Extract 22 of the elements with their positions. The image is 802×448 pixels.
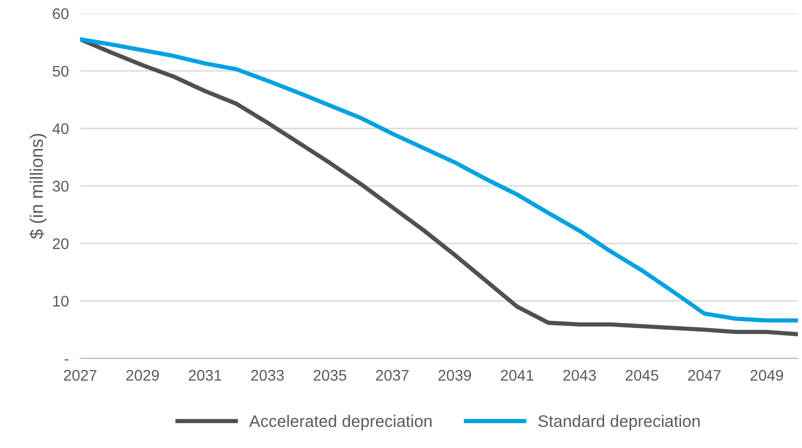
legend-label: Accelerated depreciation <box>249 414 432 430</box>
x-tick-label: 2039 <box>438 370 471 381</box>
x-tick-label: 2031 <box>188 370 222 381</box>
y-tick-label: 20 <box>52 238 68 250</box>
x-tick-label: 2045 <box>626 370 658 381</box>
x-tick-label: 2037 <box>376 370 409 381</box>
x-tick-label: 2029 <box>126 370 159 381</box>
x-tick-label: 2035 <box>314 370 346 381</box>
x-tick-label: 2027 <box>64 370 96 381</box>
legend-label: Standard depreciation <box>538 414 700 430</box>
y-tick-label: 10 <box>53 296 68 307</box>
x-tick-label: 2049 <box>750 370 784 381</box>
y-tick-label: 50 <box>52 66 68 77</box>
y-tick-label: 30 <box>52 180 68 192</box>
y-tick-label: - <box>64 359 68 360</box>
y-tick-label: 40 <box>52 123 68 134</box>
x-tick-label: 2041 <box>500 370 534 381</box>
y-axis-title: $ (in millions) <box>29 134 47 239</box>
x-tick-label: 2033 <box>251 370 284 381</box>
y-tick-label: 60 <box>52 8 68 20</box>
x-tick-label: 2047 <box>688 370 721 381</box>
x-tick-label: 2043 <box>563 370 596 381</box>
